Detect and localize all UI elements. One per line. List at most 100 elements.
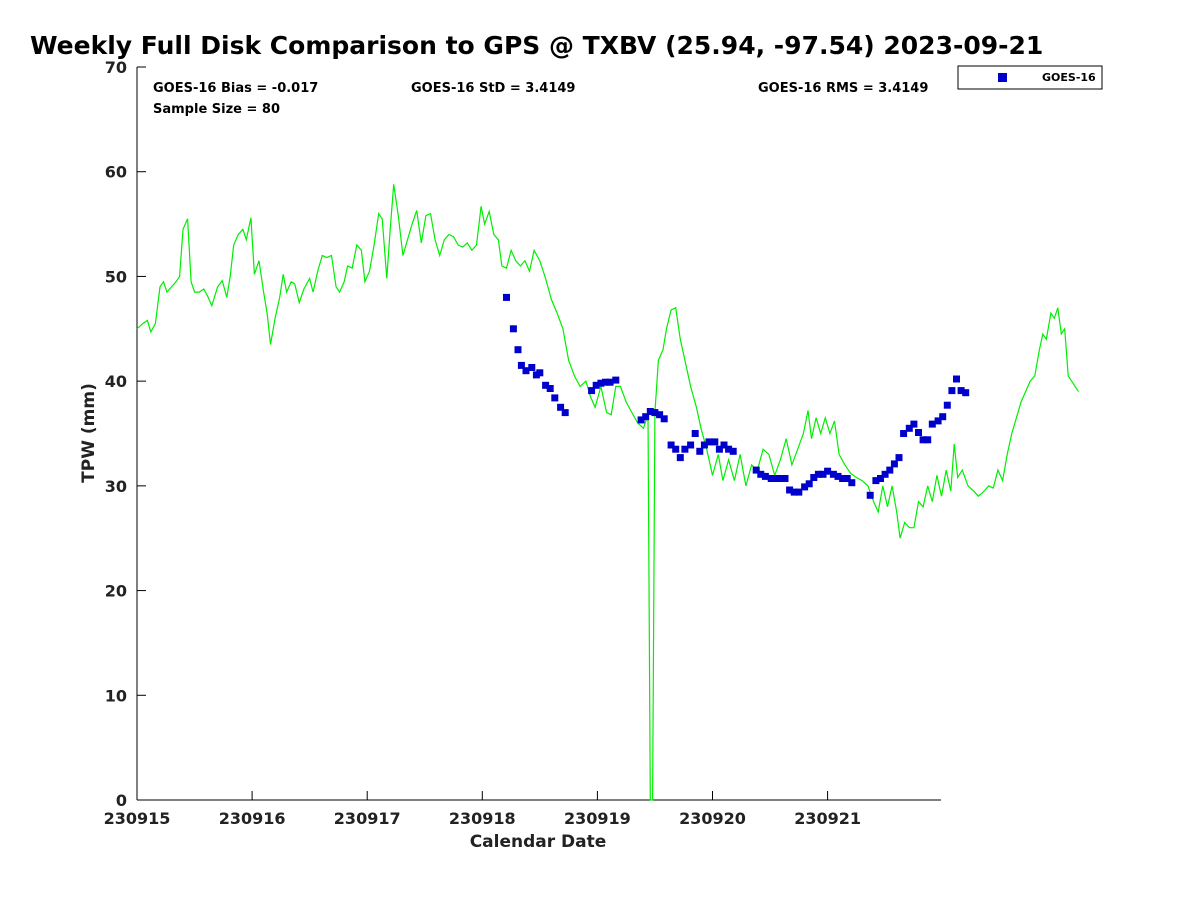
goes16-point xyxy=(752,466,760,474)
goes16-point xyxy=(957,387,965,395)
y-tick-label: 0 xyxy=(116,791,127,810)
goes16-point xyxy=(772,475,780,482)
goes16-point xyxy=(528,364,536,371)
x-tick-label: 230919 xyxy=(564,809,631,828)
y-tick-label: 30 xyxy=(105,477,127,496)
y-tick-label: 40 xyxy=(105,372,127,391)
goes16-point xyxy=(839,475,847,482)
goes16-point xyxy=(795,488,803,496)
goes16-point xyxy=(843,475,851,482)
y-tick-label: 60 xyxy=(105,163,127,182)
goes16-point xyxy=(953,375,960,383)
goes16-point xyxy=(810,474,818,481)
goes16-point xyxy=(928,420,936,428)
x-tick-label: 230920 xyxy=(679,809,746,828)
goes16-point xyxy=(757,470,765,478)
goes16-point xyxy=(895,454,903,462)
goes16-point xyxy=(805,480,813,488)
legend-label-goes16: GOES-16 xyxy=(1042,71,1096,84)
goes16-point xyxy=(606,378,614,386)
goes16-point xyxy=(536,369,544,377)
goes16-point xyxy=(915,429,922,436)
goes16-point xyxy=(934,417,942,425)
goes16-point xyxy=(824,467,832,475)
goes16-point xyxy=(646,408,654,415)
goes16-point xyxy=(700,441,708,449)
goes16-point xyxy=(711,438,719,446)
bias-stat: GOES-16 Bias = -0.017 xyxy=(153,81,318,96)
y-axis-label: TPW (mm) xyxy=(79,383,99,483)
goes16-point xyxy=(776,475,784,482)
goes16-point xyxy=(866,491,874,499)
goes16-point xyxy=(517,361,525,369)
x-tick-label: 230918 xyxy=(449,809,516,828)
goes16-point xyxy=(612,376,620,384)
goes16-point xyxy=(881,470,889,478)
goes16-point xyxy=(667,441,675,449)
goes16-point xyxy=(676,454,684,462)
x-tick-label: 230916 xyxy=(219,809,286,828)
goes16-point xyxy=(877,475,884,482)
goes16-point xyxy=(962,389,970,397)
y-tick-label: 70 xyxy=(105,58,127,77)
goes16-point xyxy=(886,466,894,474)
x-axis-label: Calendar Date xyxy=(470,832,607,852)
goes16-point xyxy=(597,379,605,387)
goes16-point xyxy=(588,387,596,395)
goes16-point xyxy=(872,477,880,485)
goes16-point xyxy=(687,441,695,449)
goes16-point xyxy=(848,479,856,487)
legend-marker-goes16 xyxy=(998,73,1007,82)
legend: GOES-16 xyxy=(957,65,1103,90)
goes16-point xyxy=(790,488,798,496)
goes16-point xyxy=(656,411,664,419)
goes16-point xyxy=(592,381,600,389)
y-axis-ticks: 0 10 20 30 40 50 60 70 xyxy=(105,58,146,810)
goes16-point xyxy=(660,415,668,423)
goes16-point xyxy=(681,445,689,453)
goes16-point xyxy=(725,445,733,453)
goes16-point xyxy=(503,293,510,301)
goes16-point xyxy=(546,385,554,392)
goes16-point xyxy=(715,445,723,453)
goes16-point xyxy=(705,438,713,446)
x-tick-label: 230921 xyxy=(794,809,861,828)
goes16-point xyxy=(919,436,927,444)
goes16-point xyxy=(696,447,704,455)
goes16-point xyxy=(801,483,809,491)
goes16-point xyxy=(637,416,645,424)
y-tick-label: 50 xyxy=(105,267,127,286)
goes16-point xyxy=(561,409,569,417)
goes16-point xyxy=(890,460,898,468)
goes16-point xyxy=(829,470,837,478)
y-tick-label: 10 xyxy=(105,686,127,705)
goes16-point xyxy=(602,378,609,386)
goes16-point xyxy=(943,401,951,409)
goes16-point xyxy=(720,441,728,449)
goes16-point xyxy=(509,325,517,333)
goes16-point xyxy=(781,475,789,482)
goes16-point xyxy=(691,430,699,437)
goes16-point xyxy=(542,381,550,389)
goes16-point xyxy=(939,413,947,421)
goes16-point xyxy=(819,470,827,478)
plot-area xyxy=(136,67,941,801)
goes16-point xyxy=(642,413,650,421)
goes16-point xyxy=(814,470,822,478)
x-tick-label: 230915 xyxy=(104,809,171,828)
gps-tpw-line xyxy=(136,184,1080,801)
goes16-point xyxy=(910,420,918,428)
legend-box xyxy=(957,65,1103,90)
goes16-point xyxy=(514,346,522,354)
std-stat: GOES-16 StD = 3.4149 xyxy=(411,81,575,96)
rms-stat: GOES-16 RMS = 3.4149 xyxy=(758,81,928,96)
goes16-point xyxy=(924,436,932,444)
x-tick-label: 230917 xyxy=(334,809,401,828)
goes16-point xyxy=(651,409,659,417)
x-axis-ticks: 230915 230916 230917 230918 230919 230920 2309… xyxy=(104,791,861,828)
goes16-point xyxy=(905,424,913,432)
goes16-point xyxy=(672,445,680,453)
goes16-point xyxy=(729,447,737,455)
goes16-point xyxy=(948,387,956,395)
